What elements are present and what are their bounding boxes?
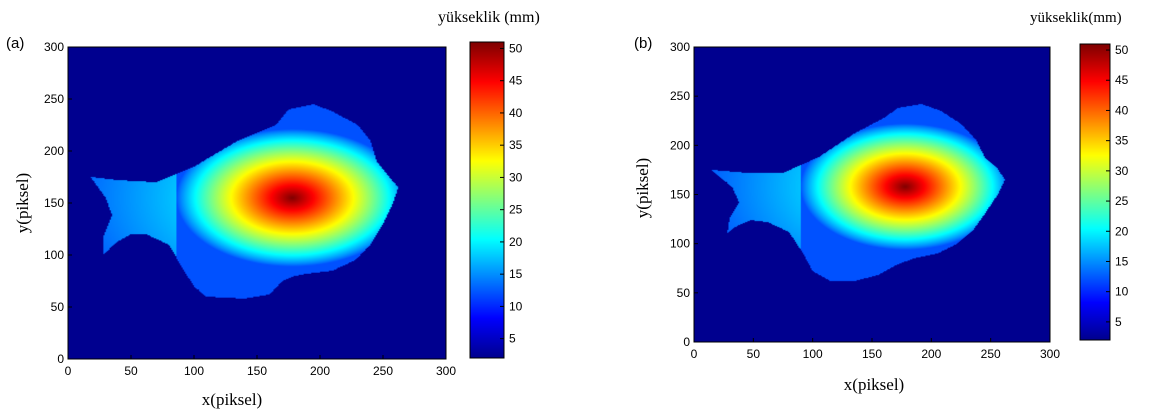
colorbar-tick-label: 15	[1115, 254, 1129, 268]
panel-b-ylabel: y(piksel)	[633, 158, 652, 218]
colorbar-tick-label: 25	[509, 203, 523, 217]
y-tick-label: 200	[44, 144, 64, 158]
y-tick-label: 250	[44, 92, 64, 106]
colorbar-tick-label: 10	[509, 299, 523, 313]
y-tick-label: 0	[683, 335, 690, 349]
x-tick-label: 50	[124, 364, 138, 378]
panel-a: (a) 0 50 100 150 200 250 300050100150200250300…	[6, 9, 540, 409]
panel-b-xlabel: x(piksel)	[844, 375, 904, 394]
y-tick-label: 250	[670, 89, 690, 103]
colorbar-tick-label: 45	[509, 74, 523, 88]
colorbar-tick-label: 45	[1115, 73, 1129, 87]
colorbar-tick-label: 50	[509, 41, 523, 55]
panel-a-xlabel: x(piksel)	[202, 390, 262, 409]
x-tick-label: 300	[436, 364, 456, 378]
panel-a-colorbar	[470, 42, 504, 358]
x-tick-label: 100	[803, 347, 823, 361]
colorbar-tick-label: 5	[1115, 315, 1122, 329]
colorbar-tick-label: 50	[1115, 43, 1129, 57]
x-tick-label: 300	[1040, 347, 1060, 361]
colorbar-tick-label: 30	[1115, 164, 1129, 178]
colorbar-tick-label: 15	[509, 267, 523, 281]
panel-a-colorbar-ticks: 5 10 15 20 25 30 35 40 45 50	[500, 41, 523, 346]
panel-b-colorbar	[1080, 44, 1110, 340]
x-tick-label: 50	[747, 347, 761, 361]
colorbar-tick-label: 30	[509, 170, 523, 184]
colorbar-tick-label: 20	[509, 235, 523, 249]
y-tick-label: 0	[57, 352, 64, 366]
y-tick-label: 50	[677, 286, 691, 300]
panel-a-ticks: 0 50 100 150 200 250 300 0 50 100 150 200 250 300	[44, 40, 456, 378]
panel-b-colorbar-frame	[1079, 43, 1111, 341]
panel-b-colorbar-ticks: 5 10 15 20 25 30 35 40 45 50	[1106, 43, 1129, 329]
y-tick-label: 50	[51, 300, 65, 314]
panel-a-heatmap	[68, 47, 446, 359]
x-tick-label: 100	[184, 364, 204, 378]
colorbar-tick-label: 35	[1115, 134, 1129, 148]
panel-b-heatmap	[694, 47, 1050, 342]
x-tick-label: 200	[310, 364, 330, 378]
panel-a-colorbar-label: yükseklik (mm)	[438, 9, 540, 26]
x-tick-label: 0	[691, 347, 698, 361]
y-tick-label: 300	[44, 40, 64, 54]
panel-b: (b) 0 50 100 150 200 250 300050100150200250300…	[633, 10, 1129, 394]
colorbar-tick-label: 40	[1115, 103, 1129, 117]
x-tick-label: 150	[247, 364, 267, 378]
y-tick-label: 100	[44, 248, 64, 262]
x-tick-label: 150	[862, 347, 882, 361]
x-tick-label: 200	[921, 347, 941, 361]
y-tick-label: 150	[670, 188, 690, 202]
panel-a-ylabel: y(piksel)	[13, 173, 32, 233]
x-tick-label: 250	[981, 347, 1001, 361]
colorbar-tick-label: 20	[1115, 224, 1129, 238]
panel-b-label: (b)	[634, 35, 652, 52]
x-tick-label: 250	[373, 364, 393, 378]
colorbar-tick-label: 35	[509, 138, 523, 152]
panel-a-label: (a)	[6, 35, 24, 52]
y-tick-label: 200	[670, 138, 690, 152]
colorbar-tick-label: 10	[1115, 285, 1129, 299]
panel-a-colorbar-frame	[469, 41, 505, 359]
panel-b-colorbar-label: yükseklik(mm)	[1030, 10, 1122, 26]
colorbar-tick-label: 5	[509, 332, 516, 346]
colorbar-tick-label: 25	[1115, 194, 1129, 208]
panel-b-ticks: 0 50 100 150 200 250 300 0 50 100 150 200 250 300	[670, 40, 1060, 361]
y-tick-label: 300	[670, 40, 690, 54]
x-tick-label: 0	[65, 364, 72, 378]
colorbar-tick-label: 40	[509, 106, 523, 120]
y-tick-label: 100	[670, 237, 690, 251]
y-tick-label: 150	[44, 196, 64, 210]
